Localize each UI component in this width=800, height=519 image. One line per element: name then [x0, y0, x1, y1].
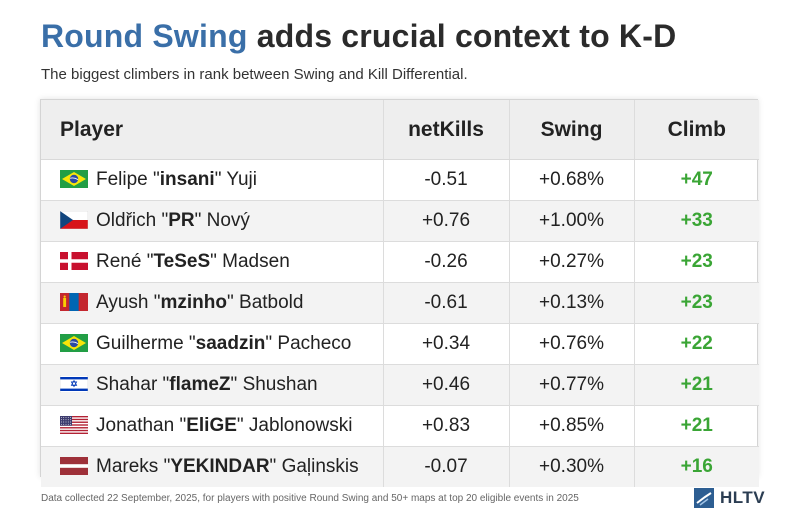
swing-cell: +0.13%	[508, 282, 634, 324]
swing-cell: +0.68%	[508, 159, 634, 201]
player-last-name: " Madsen	[210, 251, 290, 272]
player-last-name: " Gaļinskis	[269, 456, 359, 477]
column-header-climb: Climb	[633, 100, 759, 160]
hltv-logo-text: HLTV	[720, 488, 766, 507]
climb-cell: +23	[633, 241, 759, 283]
player-cell: Jonathan "EliGE" Jablonowski	[41, 405, 383, 447]
player-cell: Guilherme "saadzin" Pacheco	[41, 323, 383, 365]
israel-flag-icon	[59, 374, 89, 394]
player-first-name: Mareks "	[96, 456, 171, 477]
netkills-cell: +0.76	[382, 200, 509, 242]
swing-cell: +0.76%	[508, 323, 634, 365]
brazil-flag-icon	[60, 333, 88, 352]
player-nickname: EliGE	[186, 415, 237, 436]
latvia-flag-icon	[60, 456, 88, 475]
player-last-name: " Batbold	[227, 292, 304, 313]
page-subtitle: The biggest climbers in rank between Swi…	[41, 66, 468, 83]
player-last-name: " Jablonowski	[236, 415, 353, 436]
table-row: Shahar "flameZ" Shushan +0.46 +0.77% +21	[41, 364, 759, 406]
climb-cell: +16	[633, 446, 759, 487]
netkills-cell: -0.07	[382, 446, 509, 487]
player-cell: Shahar "flameZ" Shushan	[41, 364, 383, 406]
climb-cell: +21	[633, 405, 759, 447]
climbers-table: Player netKills Swing Climb Felipe "insa…	[41, 100, 759, 487]
hltv-logo-icon	[694, 488, 714, 508]
player-nickname: PR	[168, 210, 195, 231]
player-nickname: flameZ	[169, 374, 231, 395]
usa-flag-icon	[60, 415, 88, 434]
player-first-name: Oldřich "	[96, 210, 169, 231]
climb-cell: +22	[633, 323, 759, 365]
swing-cell: +0.85%	[508, 405, 634, 447]
player-first-name: Felipe "	[96, 169, 160, 190]
climb-cell: +23	[633, 282, 759, 324]
climb-cell: +47	[633, 159, 759, 201]
czech-flag-icon	[59, 210, 89, 230]
netkills-cell: +0.46	[382, 364, 509, 406]
netkills-cell: +0.34	[382, 323, 509, 365]
footer-note: Data collected 22 September, 2025, for p…	[41, 493, 579, 504]
player-cell: Ayush "mzinho" Batbold	[41, 282, 383, 324]
player-nickname: YEKINDAR	[170, 456, 270, 477]
player-cell: Felipe "insani" Yuji	[41, 159, 383, 201]
player-nickname: insani	[159, 169, 215, 190]
table-row: René "TeSeS" Madsen -0.26 +0.27% +23	[41, 241, 759, 283]
table-card: Player netKills Swing Climb Felipe "insa…	[40, 99, 759, 487]
swing-cell: +1.00%	[508, 200, 634, 242]
player-nickname: saadzin	[195, 333, 266, 354]
table-row: Felipe "insani" Yuji -0.51 +0.68% +47	[41, 159, 759, 201]
swing-cell: +0.27%	[508, 241, 634, 283]
player-last-name: " Shushan	[230, 374, 318, 395]
page-title: Round Swing adds crucial context to K-D	[41, 18, 676, 55]
brazil-flag-icon	[60, 169, 88, 188]
table-row: Guilherme "saadzin" Pacheco +0.34 +0.76% +2…	[41, 323, 759, 365]
player-nickname: TeSeS	[153, 251, 211, 272]
player-cell: René "TeSeS" Madsen	[41, 241, 383, 283]
title-highlight: Round Swing	[41, 18, 248, 54]
table-row: Ayush "mzinho" Batbold -0.61 +0.13% +23	[41, 282, 759, 324]
netkills-cell: -0.61	[382, 282, 509, 324]
climb-cell: +33	[633, 200, 759, 242]
table-row: Jonathan "EliGE" Jablonowski +0.83 +0.85% +…	[41, 405, 759, 447]
player-first-name: Shahar "	[96, 374, 170, 395]
player-last-name: " Nový	[194, 210, 250, 231]
player-first-name: Jonathan "	[96, 415, 187, 436]
player-last-name: " Pacheco	[265, 333, 352, 354]
climb-cell: +21	[633, 364, 759, 406]
player-last-name: " Yuji	[214, 169, 258, 190]
column-header-player: Player	[41, 100, 383, 160]
swing-cell: +0.30%	[508, 446, 634, 487]
mongolia-flag-icon	[60, 292, 88, 311]
player-nickname: mzinho	[160, 292, 228, 313]
player-first-name: Ayush "	[96, 292, 161, 313]
netkills-cell: -0.51	[382, 159, 509, 201]
table-row: Oldřich "PR" Nový +0.76 +1.00% +33	[41, 200, 759, 242]
column-header-swing: Swing	[508, 100, 634, 160]
title-rest: adds crucial context to K-D	[247, 18, 677, 54]
player-first-name: Guilherme "	[96, 333, 196, 354]
hltv-logo: HLTV	[694, 487, 765, 509]
column-header-netkills: netKills	[382, 100, 509, 160]
player-first-name: René "	[96, 251, 154, 272]
player-cell: Mareks "YEKINDAR" Gaļinskis	[41, 446, 383, 487]
table-header-row: Player netKills Swing Climb	[41, 100, 759, 160]
table-row: Mareks "YEKINDAR" Gaļinskis -0.07 +0.30% +1…	[41, 446, 759, 487]
netkills-cell: -0.26	[382, 241, 509, 283]
denmark-flag-icon	[60, 251, 88, 270]
player-cell: Oldřich "PR" Nový	[41, 200, 383, 242]
netkills-cell: +0.83	[382, 405, 509, 447]
swing-cell: +0.77%	[508, 364, 634, 406]
